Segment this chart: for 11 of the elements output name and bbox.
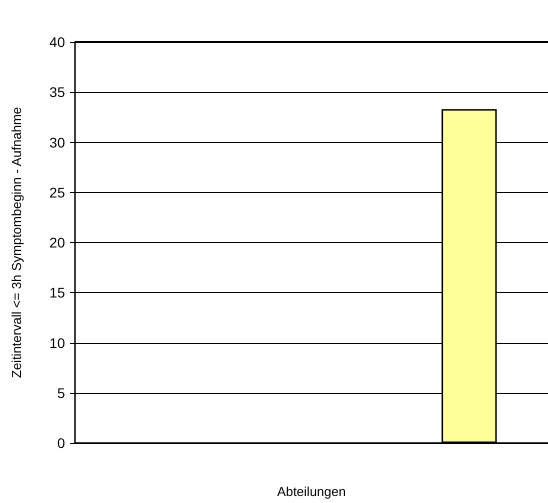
y-tick-label: 30 xyxy=(49,134,66,150)
y-tick-label: 0 xyxy=(57,435,66,451)
y-axis-title: Zeitintervall <= 3h Symptombeginn - Aufnahme xyxy=(9,107,24,378)
y-tick-label: 15 xyxy=(49,284,66,301)
y-tick-label: 35 xyxy=(49,84,66,100)
y-tick-label: 20 xyxy=(49,234,66,250)
y-tick-label: 5 xyxy=(57,384,66,401)
y-tick-label: 10 xyxy=(49,334,66,351)
y-tick-label: 40 xyxy=(49,34,66,50)
y-tick-label: 25 xyxy=(49,184,66,200)
x-axis-title: Abteilungen xyxy=(277,484,346,499)
